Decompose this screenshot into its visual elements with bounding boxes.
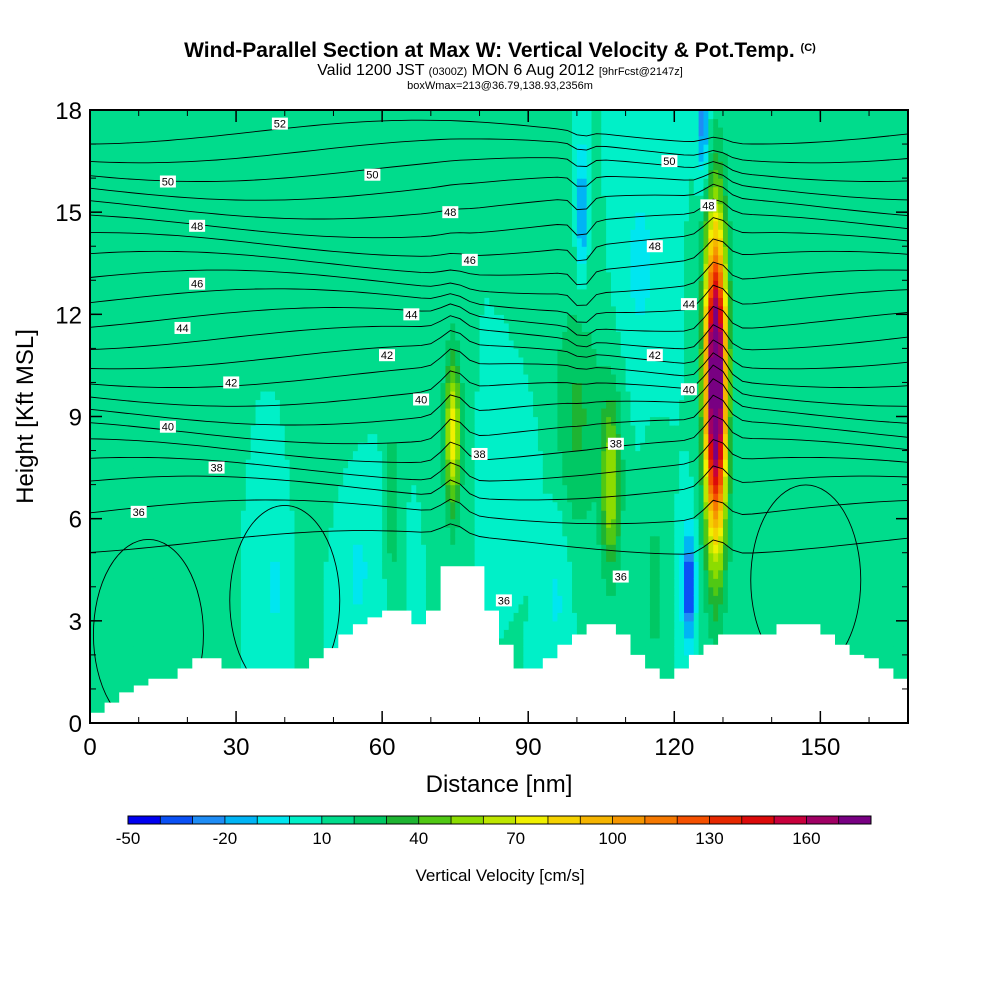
terrain: [90, 566, 908, 723]
colorbar-swatch: [160, 816, 193, 824]
colorbar-swatch: [128, 816, 161, 824]
colorbar-swatch: [289, 816, 323, 824]
y-tick-label: 3: [69, 609, 82, 636]
theta-label: 50: [364, 168, 381, 182]
colorbar-tick-label: 130: [695, 829, 723, 848]
colorbar-tick-label: 70: [506, 829, 525, 848]
colorbar-swatch: [192, 816, 226, 824]
y-tick-label: 0: [69, 711, 82, 738]
chart-titles: Wind-Parallel Section at Max W: Vertical…: [0, 36, 1000, 92]
colorbar-label: Vertical Velocity [cm/s]: [415, 866, 584, 885]
colorbar-swatch: [257, 816, 290, 824]
colorbar-swatch: [612, 816, 646, 824]
theta-label: 50: [159, 175, 176, 189]
y-axis-label: Height [Kft MSL]: [12, 329, 39, 504]
theta-label: 44: [403, 308, 420, 321]
x-tick-label: 120: [654, 734, 694, 761]
colorbar-swatch: [515, 816, 549, 824]
colorbar-swatch: [644, 816, 678, 824]
colorbar: -50 -20 10 40 70 100 130 160 Vertical Velocity […: [116, 815, 872, 885]
theta-label: 46: [189, 277, 206, 291]
colorbar-tick-label: 40: [409, 829, 428, 848]
y-tick-label: 18: [55, 98, 82, 125]
colorbar-swatch: [774, 816, 807, 824]
colorbar-swatch: [741, 816, 775, 824]
y-tick-label: 6: [69, 507, 82, 534]
theta-label: 44: [174, 321, 191, 335]
theta-contour-labels: 52 50 50 50 48 48 48 48 46 46 44 44 44 42 42 42 40 40 40 38…: [130, 117, 717, 607]
colorbar-swatch: [418, 816, 452, 824]
theta-label: 50: [661, 155, 678, 168]
colorbar-swatch: [838, 816, 872, 824]
x-tick-label: 150: [800, 734, 840, 761]
theta-label: 52: [271, 117, 288, 131]
x-tick-label: 90: [515, 734, 542, 761]
colorbar-tick-label: -20: [213, 829, 238, 848]
colorbar-tick-label: -50: [116, 829, 141, 848]
theta-label: 42: [379, 349, 396, 362]
theta-label: 40: [159, 420, 176, 434]
x-tick-label: 0: [83, 734, 96, 761]
x-axis-label: Distance [nm]: [426, 771, 573, 798]
colorbar-tick-label: 100: [598, 829, 626, 848]
colorbar-swatch: [580, 816, 613, 824]
theta-label: 48: [189, 219, 206, 233]
y-tick-label: 15: [55, 200, 82, 227]
theta-label: 42: [223, 376, 240, 389]
colorbar-swatch: [386, 816, 420, 824]
chart-subtitle: boxWmax=213@36.79,138.93,2356m: [407, 80, 593, 92]
colorbar-swatch: [547, 816, 581, 824]
colorbar-swatch: [354, 816, 387, 824]
colorbar-swatch: [224, 816, 258, 824]
theta-label: 48: [442, 206, 459, 219]
colorbar-swatch: [321, 816, 355, 824]
chart-valid-line: Valid 1200 JST (0300Z) MON 6 Aug 2012 [9…: [317, 62, 683, 79]
colorbar-swatch: [709, 816, 743, 824]
colorbar-swatch: [483, 816, 517, 824]
theta-label: 42: [646, 349, 663, 362]
theta-label: 40: [413, 393, 430, 406]
theta-label: 36: [130, 505, 147, 519]
x-tick-label: 60: [369, 734, 396, 761]
theta-label: 36: [495, 594, 512, 607]
y-tick-label: 12: [55, 302, 82, 329]
colorbar-tick-label: 10: [312, 829, 331, 848]
theta-contours: [90, 119, 908, 723]
theta-label: 36: [612, 570, 629, 584]
colorbar-swatch: [677, 816, 710, 824]
theta-label: 48: [646, 240, 663, 253]
colorbar-swatch: [806, 816, 840, 824]
theta-label: 40: [680, 383, 697, 396]
theta-label: 38: [208, 461, 225, 475]
theta-label: 38: [607, 437, 624, 451]
colorbar-tick-label: 160: [792, 829, 820, 848]
colorbar-swatch: [451, 816, 484, 824]
theta-label: 38: [471, 447, 488, 461]
theta-label: 44: [680, 298, 697, 311]
x-tick-label: 30: [223, 734, 250, 761]
theta-label: 46: [461, 253, 478, 267]
y-tick-label: 9: [69, 405, 82, 432]
chart-title: Wind-Parallel Section at Max W: Vertical…: [184, 39, 816, 62]
theta-label: 48: [700, 199, 717, 212]
